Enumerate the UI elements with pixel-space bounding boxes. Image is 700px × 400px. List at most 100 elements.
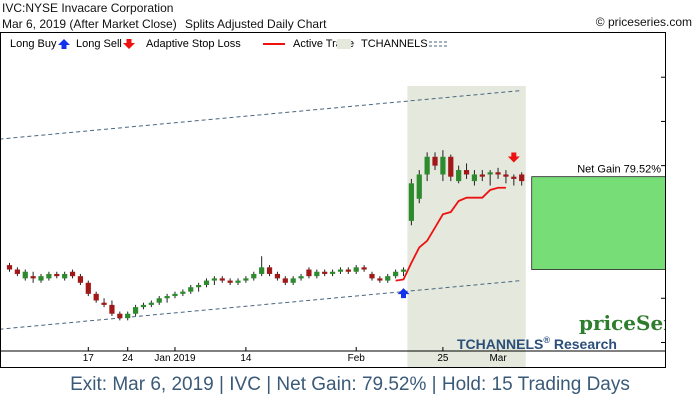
candle-body <box>235 280 241 283</box>
legend-down-arrow-icon <box>123 39 135 49</box>
candle-body <box>393 271 399 277</box>
candle-body <box>377 278 383 281</box>
candle-body <box>93 293 99 301</box>
candle-body <box>6 265 13 270</box>
signal-arrows-layer <box>397 152 520 299</box>
x-tick-label: 24 <box>122 353 134 364</box>
x-tick-label: 17 <box>83 353 95 364</box>
candle-body <box>385 276 391 281</box>
candle-body <box>62 273 68 279</box>
candle-body <box>46 273 52 279</box>
candle-body <box>266 267 273 274</box>
x-tick-label: 14 <box>240 353 252 364</box>
candle-body <box>329 271 336 274</box>
candle-body <box>282 278 288 283</box>
chart-title: IVC:NYSE Invacare Corporation <box>2 1 174 15</box>
candle-body <box>132 307 139 314</box>
long-sell-arrow-icon <box>507 152 520 163</box>
net-gain-layer: Net Gain 79.52% <box>531 164 665 270</box>
candle-body <box>416 174 422 199</box>
legend-up-arrow-icon <box>58 39 70 49</box>
candle-body <box>125 313 131 319</box>
candle-body <box>140 304 147 308</box>
brand-watermark: priceSeries TCHANNELS® Research <box>457 311 666 352</box>
candle-body <box>337 269 344 272</box>
candle-body <box>408 183 414 221</box>
candle-body <box>203 280 210 285</box>
legend-tchannels: TCHANNELS <box>361 38 428 50</box>
candle-body <box>471 174 478 182</box>
candle-body <box>85 282 91 294</box>
candle-body <box>353 267 359 272</box>
candle-body <box>156 298 162 303</box>
active-trade-zone <box>407 86 526 367</box>
candle-body <box>456 170 462 182</box>
candle-body <box>511 176 517 179</box>
copyright-notice: © priceseries.com <box>595 15 692 29</box>
candle-body <box>322 271 328 274</box>
candle-body <box>251 273 257 279</box>
candle-body <box>54 273 60 277</box>
x-tick-label: Mar <box>489 353 507 364</box>
candle-body <box>495 172 501 175</box>
candle-body <box>188 287 194 292</box>
x-tick-label: 25 <box>437 353 449 364</box>
candle-body <box>361 267 367 270</box>
chart-date: Mar 6, 2019 (After Market Close) <box>2 17 177 31</box>
candle-body <box>487 172 493 175</box>
candle-body <box>219 278 225 281</box>
candle-body <box>259 267 265 274</box>
candle-body <box>424 156 430 175</box>
candle-body <box>503 174 509 177</box>
candle-body <box>479 174 485 177</box>
candle-body <box>463 170 470 175</box>
candle-body <box>38 276 44 281</box>
candle-body <box>432 156 438 166</box>
legend-shaded-box-icon <box>337 39 351 49</box>
candle-body <box>519 174 525 182</box>
chart-subtitle: Splits Adjusted Daily Chart <box>185 17 327 31</box>
x-tick-label: Jan 2019 <box>154 353 196 364</box>
candle-body <box>440 156 446 175</box>
candle-body <box>306 269 312 277</box>
candle-body <box>101 302 107 305</box>
candle-body <box>448 156 454 177</box>
legend-stop-loss: Adaptive Stop Loss <box>146 38 241 50</box>
net-gain-box <box>531 176 665 270</box>
active-trade-zone-layer <box>407 86 526 367</box>
candle-body <box>290 278 296 283</box>
candle-body <box>148 302 154 305</box>
brand-tagline-name: TCHANNELS <box>457 336 543 352</box>
candle-body <box>369 273 375 279</box>
candle-body <box>314 271 320 277</box>
brand-name: priceSeries <box>579 311 666 335</box>
candle-body <box>274 273 281 279</box>
footer-bar <box>0 368 700 400</box>
candle-body <box>14 269 20 274</box>
chart-legend: Long Buy Long Sell Adaptive Stop Loss Activ… <box>10 38 449 50</box>
candle-body <box>227 280 233 283</box>
tchannel-upper-line <box>1 89 522 140</box>
candle-body <box>211 278 217 281</box>
tchannel-lower-line <box>1 280 522 330</box>
candle-body <box>172 293 178 297</box>
candle-body <box>400 269 407 272</box>
x-axis-labels: 17 24 Jan 2019 14 Feb 25 Mar <box>1 347 665 364</box>
candle-body <box>77 276 84 283</box>
candles-layer <box>6 150 525 321</box>
candle-body <box>180 291 186 294</box>
brand-tagline: TCHANNELS® Research <box>457 335 617 352</box>
legend-long-sell: Long Sell <box>76 38 122 50</box>
legend-long-buy: Long Buy <box>10 38 57 50</box>
candle-body <box>117 313 123 319</box>
candle-body <box>22 271 28 279</box>
adaptive-stop-loss-line <box>395 186 506 282</box>
candle-body <box>243 278 249 281</box>
candle-body <box>196 285 202 288</box>
candle-body <box>109 304 115 314</box>
net-gain-label: Net Gain 79.52% <box>577 164 661 176</box>
tchannels-layer <box>1 89 522 330</box>
candle-body <box>298 276 304 279</box>
long-buy-arrow-icon <box>397 288 410 299</box>
brand-tagline-research: Research <box>550 336 617 352</box>
